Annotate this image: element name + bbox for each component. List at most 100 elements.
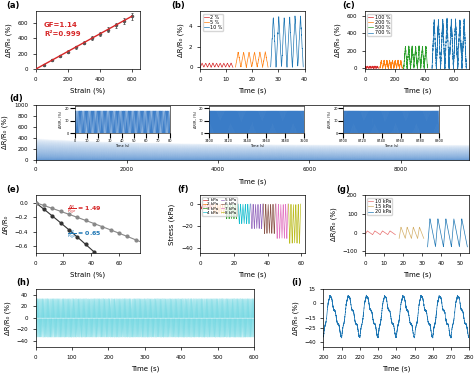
Point: [90, 249, 98, 255]
700 %: [444, 16, 450, 21]
Line: 6 kPa: 6 kPa: [264, 204, 275, 233]
Line: 8 kPa: 8 kPa: [289, 204, 301, 243]
6 kPa: [261, 202, 266, 206]
10 %: [268, 65, 273, 69]
20 kPa: [427, 217, 433, 222]
500 %: [406, 47, 411, 51]
Point: [132, 289, 139, 295]
X-axis label: Strain (%): Strain (%): [70, 87, 105, 94]
20 kPa: [427, 216, 433, 221]
Point: [82, 241, 90, 247]
Y-axis label: ΔR/R₀ (%): ΔR/R₀ (%): [177, 23, 183, 57]
10 %: [301, 65, 306, 69]
200 %: [399, 64, 405, 68]
Line: 4 kPa: 4 kPa: [238, 204, 250, 224]
500 %: [418, 63, 424, 68]
Y-axis label: ΔR/R₀ (%): ΔR/R₀ (%): [292, 301, 299, 335]
5 kPa: [248, 203, 254, 207]
10 kPa: [381, 229, 386, 234]
3 kPa: [235, 202, 240, 206]
700 %: [431, 21, 437, 25]
Y-axis label: ΔR/R₀ (%): ΔR/R₀ (%): [5, 23, 12, 57]
Text: (h): (h): [16, 278, 29, 288]
200 %: [386, 65, 392, 69]
700 %: [432, 29, 438, 34]
Point: [82, 217, 90, 223]
X-axis label: Strain (%): Strain (%): [70, 272, 105, 278]
700 %: [447, 41, 453, 46]
10 kPa: [392, 232, 398, 237]
5 %: [264, 59, 270, 64]
20 kPa: [448, 241, 454, 245]
200 %: [400, 66, 405, 70]
4 kPa: [235, 202, 241, 206]
X-axis label: Time (s): Time (s): [238, 87, 266, 94]
X-axis label: Time (s): Time (s): [238, 178, 266, 185]
2 kPa: [220, 206, 226, 211]
700 %: [438, 62, 444, 66]
8 kPa: [286, 202, 292, 206]
15 kPa: [410, 225, 416, 230]
1 kPa: [208, 204, 213, 209]
Text: (g): (g): [336, 185, 349, 194]
200 %: [380, 65, 385, 69]
Legend: 100 %, 200 %, 500 %, 700 %: 100 %, 200 %, 500 %, 700 %: [367, 14, 391, 36]
3 kPa: [224, 217, 229, 221]
100 %: [371, 64, 377, 69]
4 kPa: [243, 203, 248, 207]
Point: [124, 233, 131, 239]
Y-axis label: ΔR/R₀: ΔR/R₀: [3, 215, 9, 234]
5 %: [244, 65, 249, 70]
20 kPa: [459, 217, 465, 222]
Point: [32, 200, 39, 206]
Y-axis label: ΔR/R₀ (%): ΔR/R₀ (%): [330, 207, 337, 241]
100 %: [373, 64, 379, 68]
3 kPa: [230, 204, 236, 209]
7 kPa: [281, 207, 286, 211]
10 %: [287, 18, 292, 23]
2 kPa: [210, 202, 216, 206]
Point: [40, 206, 48, 212]
X-axis label: Time (s): Time (s): [382, 365, 410, 372]
4 kPa: [235, 203, 241, 207]
3 kPa: [234, 215, 239, 220]
Text: (b): (b): [171, 1, 185, 10]
Point: [65, 211, 73, 217]
Point: [115, 272, 123, 278]
Line: 15 kPa: 15 kPa: [399, 227, 424, 238]
100 %: [368, 65, 374, 69]
7 kPa: [273, 202, 279, 206]
7 kPa: [280, 202, 286, 207]
500 %: [416, 47, 422, 51]
3 kPa: [233, 209, 238, 213]
2 %: [211, 63, 217, 68]
100 %: [368, 65, 374, 69]
Point: [57, 220, 64, 226]
1 kPa: [198, 202, 203, 206]
200 %: [385, 66, 391, 71]
20 kPa: [455, 236, 461, 241]
8 kPa: [287, 241, 292, 245]
20 kPa: [450, 227, 456, 231]
Text: GF=1.14: GF=1.14: [44, 22, 78, 28]
7 kPa: [283, 218, 289, 222]
Point: [107, 264, 114, 270]
1 kPa: [199, 207, 204, 211]
Line: 7 kPa: 7 kPa: [276, 204, 288, 238]
Point: [99, 257, 106, 263]
8 kPa: [293, 208, 299, 212]
Legend: 2 %, 5 %, 10 %: 2 %, 5 %, 10 %: [203, 14, 223, 31]
3 kPa: [230, 203, 236, 207]
5 kPa: [259, 224, 264, 229]
15 kPa: [421, 236, 427, 241]
Line: 10 %: 10 %: [271, 16, 303, 67]
6 kPa: [272, 229, 277, 233]
200 %: [395, 58, 401, 62]
15 kPa: [415, 235, 421, 239]
X-axis label: Time (s): Time (s): [403, 87, 431, 94]
3 kPa: [230, 202, 236, 207]
Point: [90, 220, 98, 226]
Y-axis label: ΔR/R₀ (%): ΔR/R₀ (%): [4, 301, 11, 335]
200 %: [387, 60, 392, 64]
8 kPa: [293, 203, 299, 207]
